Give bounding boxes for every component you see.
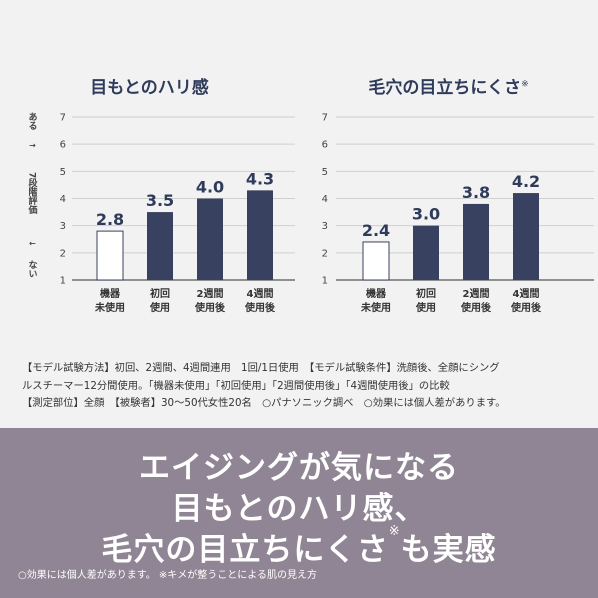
value-label: 2.4 xyxy=(362,221,390,240)
y-tick-label: 4 xyxy=(322,194,328,205)
chart-title-text: 目もとのハリ感 xyxy=(90,78,209,98)
y-tick-label: 7 xyxy=(60,113,66,124)
y-tick-label: 1 xyxy=(60,276,66,287)
bar xyxy=(463,203,489,280)
y-tick-label: 6 xyxy=(60,140,66,151)
category-label: 未使用 xyxy=(94,301,125,314)
chart-title-text: 毛穴の目立ちにくさ xyxy=(368,78,522,98)
y-tick-label: 5 xyxy=(322,167,328,178)
banner-line-3-mark: ※ xyxy=(388,524,401,539)
value-label: 4.2 xyxy=(512,172,540,191)
y-label-mid: 7段階評価 xyxy=(26,172,37,215)
notes-line-2: ルスチーマー12分間使用。「機器未使用」「初回使用」「2週間使用後」「4週間使用… xyxy=(22,379,450,392)
chart-title: 目もとのハリ感 xyxy=(0,73,299,98)
banner-footnote: ○効果には個人差があります。 ※キメが整うことによる肌の見え方 xyxy=(18,570,317,581)
category-label: 4週間 xyxy=(247,288,274,300)
y-tick-label: 3 xyxy=(322,221,328,232)
category-label: 使用 xyxy=(149,301,170,314)
y-tick-label: 3 xyxy=(60,221,66,232)
test-notes: 【モデル試験方法】初回、2週間、4週間連用 1回/1日使用 【モデル試験条件】洗… xyxy=(22,360,582,413)
value-label: 3.5 xyxy=(146,191,174,210)
category-label: 未使用 xyxy=(360,301,391,314)
bar xyxy=(513,193,539,280)
value-label: 2.8 xyxy=(96,210,124,229)
category-label: 機器 xyxy=(100,287,121,300)
bar xyxy=(362,241,390,281)
category-label: 初回 xyxy=(150,287,170,300)
bar xyxy=(147,212,173,280)
bar xyxy=(197,198,223,280)
chart-eye-firmness: 目もとのハリ感 ある ↑ 7段階評価 ↓ ない 1 2 3 4 5 6 7 2.8 機器 未使用 3… xyxy=(0,0,299,330)
bar xyxy=(247,190,273,280)
arrow-up-icon: ↑ xyxy=(27,142,37,149)
category-label: 初回 xyxy=(416,287,436,300)
value-label: 4.0 xyxy=(196,178,224,197)
category-label: 使用後 xyxy=(244,301,276,314)
y-tick-label: 1 xyxy=(322,276,328,287)
value-label: 4.3 xyxy=(246,169,274,188)
value-label: 3.8 xyxy=(462,183,490,202)
banner-line-1: エイジングが気になる xyxy=(139,450,459,486)
headline-banner: エイジングが気になる 目もとのハリ感、 毛穴の目立ちにくさ※も実感 xyxy=(0,428,598,598)
chart-title: 毛穴の目立ちにくさ※ xyxy=(299,73,598,98)
notes-line-1: 【モデル試験方法】初回、2週間、4週間連用 1回/1日使用 【モデル試験条件】洗… xyxy=(22,362,500,374)
category-label: 機器 xyxy=(366,287,387,300)
category-label: 4週間 xyxy=(513,288,540,300)
y-tick-label: 2 xyxy=(322,248,328,259)
banner-line-3: 毛穴の目立ちにくさ※も実感 xyxy=(0,524,598,569)
banner-line-3-b: も実感 xyxy=(400,532,497,568)
bar xyxy=(413,225,439,280)
chart-pore-visibility: 毛穴の目立ちにくさ※ 1 2 3 4 5 6 7 2.4 機器 未使用 3.0 初回 使用 3.8 2週間使… xyxy=(299,0,598,330)
arrow-down-icon: ↓ xyxy=(27,240,37,247)
y-tick-label: 6 xyxy=(322,140,328,151)
category-label: 2週間 xyxy=(463,288,490,300)
y-tick-label: 2 xyxy=(60,248,66,259)
y-axis-label: ある ↑ 7段階評価 ↓ ない xyxy=(12,112,52,292)
notes-line-3: 【測定部位】全顔 【被験者】30〜50代女性20名 ○パナソニック調べ ○効果に… xyxy=(22,397,506,409)
category-label: 使用後 xyxy=(194,301,226,314)
y-label-top: ある xyxy=(26,112,37,130)
category-label: 使用後 xyxy=(510,301,542,314)
category-label: 2週間 xyxy=(197,288,224,300)
banner-line-3-a: 毛穴の目立ちにくさ xyxy=(101,532,389,568)
banner-line-2: 目もとのハリ感、 xyxy=(171,491,427,527)
bar xyxy=(96,230,124,281)
y-label-bottom: ない xyxy=(26,260,37,278)
y-tick-label: 4 xyxy=(60,194,66,205)
category-label: 使用後 xyxy=(460,301,492,314)
category-label: 使用 xyxy=(415,301,436,314)
value-label: 3.0 xyxy=(412,205,440,224)
y-tick-label: 5 xyxy=(60,167,66,178)
y-tick-label: 7 xyxy=(322,113,328,124)
chart-title-mark: ※ xyxy=(521,79,529,90)
